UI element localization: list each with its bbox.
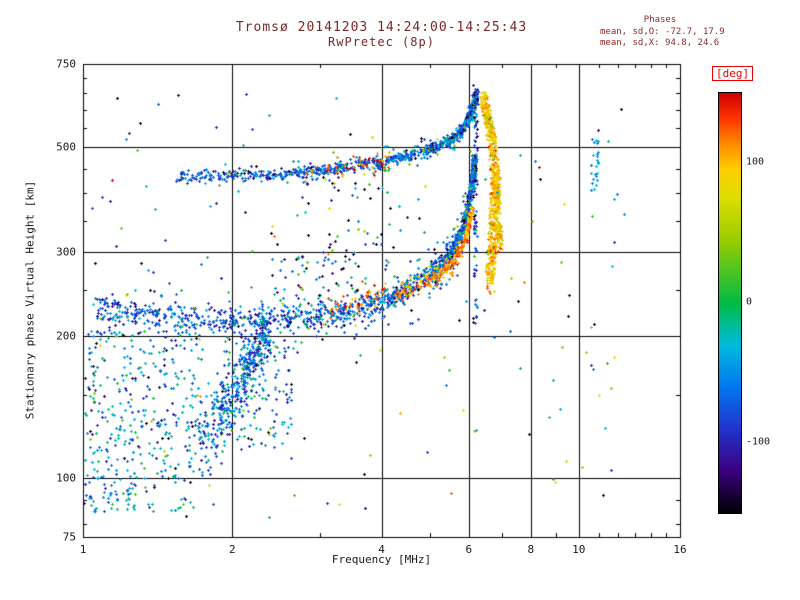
phase-stats: Phases mean, sd,O: -72.7, 17.9 mean, sd,… — [600, 15, 745, 50]
plot-title: Tromsø 20141203 14:24:00-14:25:43 — [235, 20, 528, 35]
y-tick-label: 300 — [56, 245, 76, 259]
colorbar-tick-label: 0 — [746, 296, 753, 308]
x-tick-label: 10 — [572, 543, 586, 556]
plot-subtitle: RwPretec (8p) — [328, 35, 435, 49]
y-tick-label: 200 — [56, 329, 76, 343]
y-tick-label: 100 — [56, 471, 76, 485]
y-tick-label: 750 — [56, 57, 76, 71]
x-tick-label: 4 — [378, 543, 385, 556]
x-tick-label: 6 — [465, 543, 473, 556]
y-axis-label: Stationary phase Virtual Height [km] — [23, 180, 37, 420]
phase-stats-o-line: mean, sd,O: -72.7, 17.9 — [600, 26, 725, 37]
colorbar-tick-label: 100 — [746, 156, 765, 168]
x-axis-label: Frequency [MHz] — [331, 553, 432, 566]
x-tick-label: 16 — [673, 543, 687, 556]
x-tick-label: 1 — [79, 543, 87, 556]
x-tick-label: 2 — [228, 543, 236, 556]
phase-stats-heading: Phases — [643, 15, 677, 25]
colorbar-tick-label: -100 — [746, 436, 771, 448]
colorbar-unit-label: [deg] — [712, 66, 754, 81]
x-tick-label: 8 — [527, 543, 535, 556]
phase-stats-x-line: mean, sd,X: 94.8, 24.6 — [600, 38, 720, 49]
colorbar — [718, 92, 742, 514]
y-tick-label: 75 — [62, 530, 76, 544]
y-tick-label: 500 — [56, 140, 76, 154]
